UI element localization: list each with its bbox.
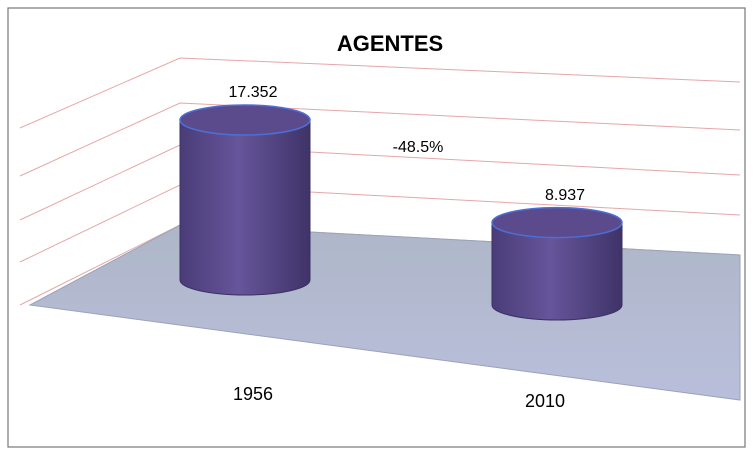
- cylinder-body: [491, 222, 623, 321]
- x-tick-label: 1956: [233, 384, 273, 404]
- cylinder-top: [491, 206, 623, 239]
- x-tick-label: 2010: [525, 391, 565, 411]
- cylinder-top: [179, 104, 311, 136]
- data-label: 8.937: [545, 187, 585, 204]
- chart-title: AGENTES: [337, 31, 443, 56]
- annotation: -48.5%: [393, 139, 444, 156]
- cylinder-body: [179, 119, 311, 296]
- data-label: 17.352: [229, 84, 278, 101]
